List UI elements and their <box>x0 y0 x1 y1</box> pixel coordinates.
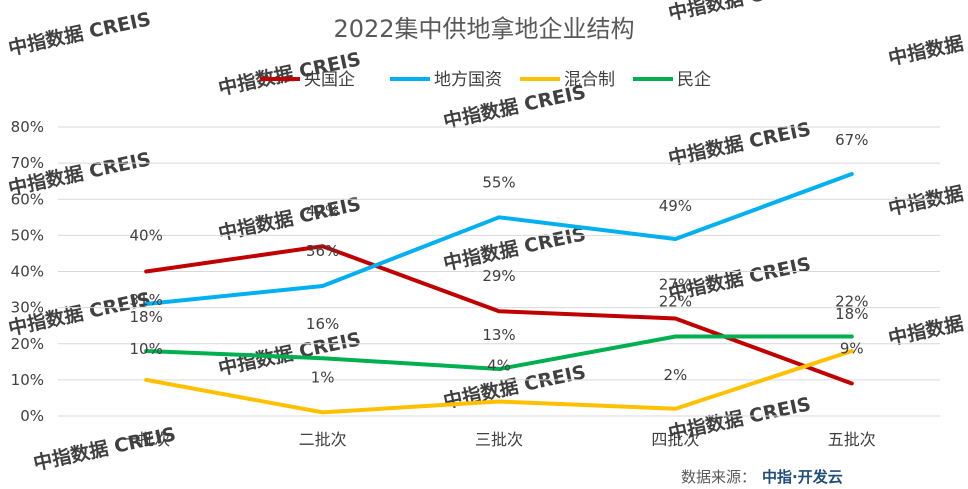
data-label: 9% <box>840 339 864 357</box>
watermark-text: 中指数据 CREIS <box>6 7 153 60</box>
y-tick-label: 70% <box>11 154 44 172</box>
data-label: 27% <box>659 275 692 293</box>
chart-title: 2022集中供地拿地企业结构 <box>333 15 634 43</box>
y-tick-label: 50% <box>11 226 44 244</box>
data-label: 4% <box>487 357 511 375</box>
y-tick-label: 0% <box>20 407 44 425</box>
watermark-text: 中指数据 CREIS <box>666 0 813 25</box>
watermark-text: 中指数据 CREIS <box>666 117 813 170</box>
watermark-text: 中指数据 CREIS <box>886 167 968 220</box>
data-label: 49% <box>659 197 692 215</box>
data-label: 55% <box>482 173 515 191</box>
series-line <box>144 244 854 386</box>
data-label: 13% <box>482 326 515 344</box>
data-labels: 40% 47% 29% 27% 9% 31% 36% 55% 49% 67% 10% 1% 4% 2% 18… <box>130 131 869 386</box>
data-label: 18% <box>130 308 163 326</box>
y-tick-label: 40% <box>11 263 44 281</box>
x-tick-label: 五批次 <box>828 430 876 449</box>
data-label: 47% <box>306 202 339 220</box>
y-tick-label: 30% <box>11 299 44 317</box>
data-label: 29% <box>482 267 515 285</box>
y-tick-label: 10% <box>11 371 44 389</box>
y-tick-label: 60% <box>11 190 44 208</box>
series-layer <box>144 171 854 415</box>
data-label: 40% <box>130 227 163 245</box>
data-label: 18% <box>835 305 868 323</box>
legend-label: 央国企 <box>304 70 355 90</box>
series-line <box>144 334 854 372</box>
data-label: 31% <box>130 291 163 309</box>
y-tick-label: 80% <box>11 118 44 136</box>
watermark-text: 中指数据 CREIS <box>216 192 363 245</box>
legend-label: 地方国资 <box>434 70 502 90</box>
data-label: 16% <box>306 315 339 333</box>
legend-label: 混合制 <box>564 70 615 90</box>
source-brand: 中指·开发云 <box>762 468 843 486</box>
x-tick-label: 一批次 <box>122 430 170 449</box>
data-label: 10% <box>130 340 163 358</box>
y-tick-label: 20% <box>11 335 44 353</box>
legend-label: 民企 <box>677 70 711 90</box>
x-tick-label: 三批次 <box>475 430 523 449</box>
legend: 央国企 地方国资 混合制 民企 <box>260 70 711 90</box>
watermark-text: 中指数据 CREIS <box>886 297 968 350</box>
series-line <box>144 348 854 415</box>
x-tick-label: 二批次 <box>299 430 347 449</box>
data-label: 1% <box>311 368 335 386</box>
gridlines <box>58 126 940 417</box>
series-line <box>144 171 854 307</box>
data-label: 36% <box>306 242 339 260</box>
data-label: 22% <box>835 293 868 311</box>
y-axis: 0% 10% 20% 30% 40% 50% 60% 70% 80% <box>11 118 44 425</box>
x-axis: 一批次 二批次 三批次 四批次 五批次 <box>122 430 876 449</box>
watermark-text: 中指数据 CREIS <box>886 17 968 70</box>
data-label: 2% <box>664 366 688 384</box>
x-tick-label: 四批次 <box>651 430 699 449</box>
data-label: 67% <box>835 131 868 149</box>
data-label: 22% <box>659 293 692 311</box>
source-prefix: 数据来源： <box>681 468 756 486</box>
